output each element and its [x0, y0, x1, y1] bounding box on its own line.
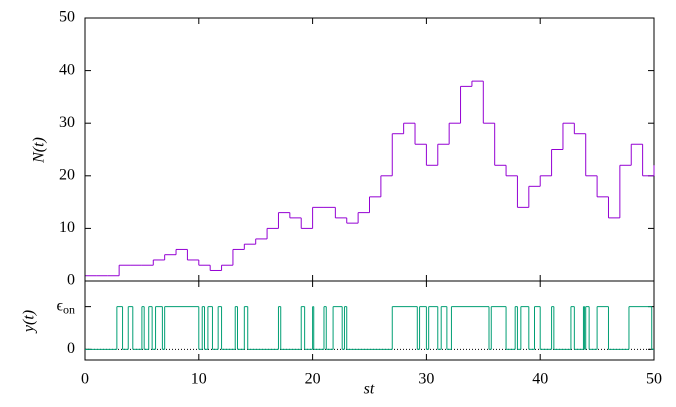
y-tick-label: 0: [67, 340, 75, 357]
x-tick-label: 40: [532, 371, 548, 388]
y-tick-label: 20: [59, 166, 75, 183]
plot-frame: [84, 17, 655, 282]
y-axis-label: y(t): [21, 310, 38, 334]
x-tick-label: 50: [646, 371, 662, 388]
y-tick-label: 50: [59, 9, 75, 26]
y-tick-label: 0: [67, 272, 75, 289]
y-tick-label: ϵon: [57, 297, 75, 316]
x-axis-label: st: [364, 381, 375, 398]
x-tick-label: 20: [305, 371, 321, 388]
y-tick-label: 10: [59, 219, 75, 236]
plot-frame: [84, 280, 655, 361]
y-axis-label: N(t): [31, 137, 48, 164]
x-tick-label: 0: [81, 371, 89, 388]
x-tick-label: 30: [418, 371, 434, 388]
y-tick-label: 40: [59, 61, 75, 78]
x-tick-label: 10: [191, 371, 207, 388]
y-tick-label: 30: [59, 114, 75, 131]
